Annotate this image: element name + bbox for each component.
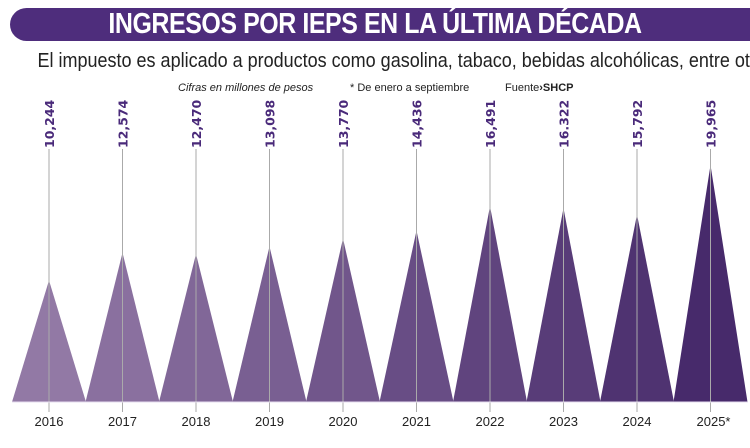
partial-year-note: * De enero a septiembre [350,82,470,94]
chart-subtitle: El impuesto es aplicado a productos como… [37,50,750,72]
value-label: 13,098 [263,100,278,148]
year-label: 2022 [476,414,505,429]
value-label: 12,574 [116,99,131,148]
value-label: 14,436 [410,99,425,148]
units-note: Cifras en millones de pesos [178,82,314,94]
year-label: 2025* [697,414,731,429]
chart-title: INGRESOS POR IEPS EN LA ÚLTIMA DÉCADA [108,8,642,40]
year-label: 2021 [402,414,431,429]
year-label: 2024 [623,414,652,429]
value-label: 15,792 [630,100,645,148]
year-label: 2018 [182,414,211,429]
year-label: 2020 [329,414,358,429]
value-label: 16.322 [557,100,572,148]
year-label: 2019 [255,414,284,429]
source-note: Fuente›SHCP [505,82,573,94]
source-name: SHCP [542,82,574,94]
value-label: 10,244 [42,99,57,148]
value-label: 19,965 [704,100,719,148]
year-label: 2016 [35,414,64,429]
value-label: 13,770 [336,99,351,148]
year-label: 2023 [549,414,578,429]
title-banner [10,8,750,41]
value-label: 12,470 [189,99,204,148]
source-arrow: › [539,82,543,94]
source-label: Fuente [505,82,540,94]
value-label: 16,491 [483,100,498,148]
year-label: 2017 [108,414,137,429]
